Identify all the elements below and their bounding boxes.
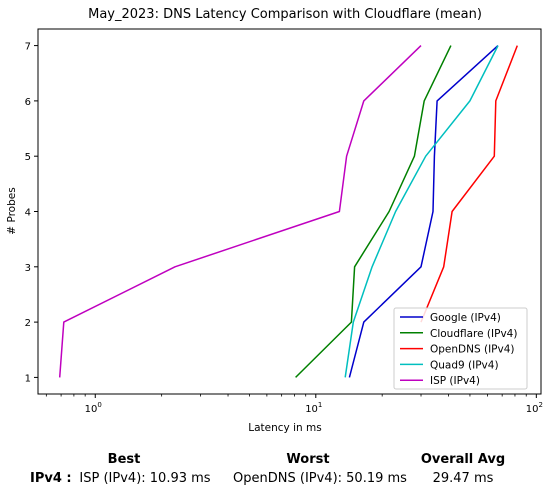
worst-value: OpenDNS (IPv4): 50.19 ms — [233, 471, 407, 486]
y-axis-label: # Probes — [6, 187, 18, 234]
overall-header: Overall Avg — [420, 452, 506, 467]
x-tick-label: 101 — [305, 401, 322, 415]
legend-entry-label: ISP (IPv4) — [430, 375, 480, 387]
legend-entry-label: Google (IPv4) — [430, 312, 501, 324]
legend-entry-label: OpenDNS (IPv4) — [430, 344, 515, 356]
series-line-quad9-ipv4 — [344, 45, 499, 378]
chart-title: May_2023: DNS Latency Comparison with Cl… — [88, 7, 482, 22]
legend: Google (IPv4) Cloudflare (IPv4) OpenDNS (I… — [393, 307, 528, 390]
series-lines — [58, 45, 518, 378]
summary-table: Best Worst Overall Avg IPv4 : ISP (IPv4)… — [0, 440, 547, 496]
x-tick-label: 100 — [85, 401, 102, 415]
legend-entry-label: Quad9 (IPv4) — [430, 359, 499, 371]
y-tick-label: 1 — [25, 373, 31, 384]
x-axis-label: Latency in ms — [248, 422, 321, 434]
y-axis-ticks: 1 2 3 4 5 6 7 — [25, 42, 38, 384]
x-axis-ticks: 100 101 102 — [45, 394, 543, 415]
legend-box — [393, 307, 528, 390]
best-value: ISP (IPv4): 10.93 ms — [79, 471, 211, 486]
y-tick-label: 3 — [25, 263, 31, 274]
y-tick-label: 7 — [25, 42, 31, 53]
overall-value: 29.47 ms — [432, 471, 494, 486]
series-line-google-ipv4 — [348, 45, 499, 378]
latency-chart: May_2023: DNS Latency Comparison with Cl… — [6, 7, 543, 434]
y-tick-label: 6 — [25, 97, 31, 108]
y-tick-label: 5 — [25, 152, 31, 163]
x-tick-label: 102 — [526, 401, 543, 415]
series-line-opendns-ipv4 — [420, 45, 518, 323]
y-tick-label: 4 — [25, 208, 31, 219]
series-line-cloudflare-ipv4 — [295, 45, 452, 378]
series-line-isp-ipv4 — [58, 45, 422, 378]
best-header: Best — [107, 452, 141, 467]
row-label-ipv4: IPv4 : — [30, 471, 72, 486]
legend-entry-label: Cloudflare (IPv4) — [430, 328, 517, 340]
y-tick-label: 2 — [25, 318, 31, 329]
worst-header: Worst — [286, 452, 330, 467]
